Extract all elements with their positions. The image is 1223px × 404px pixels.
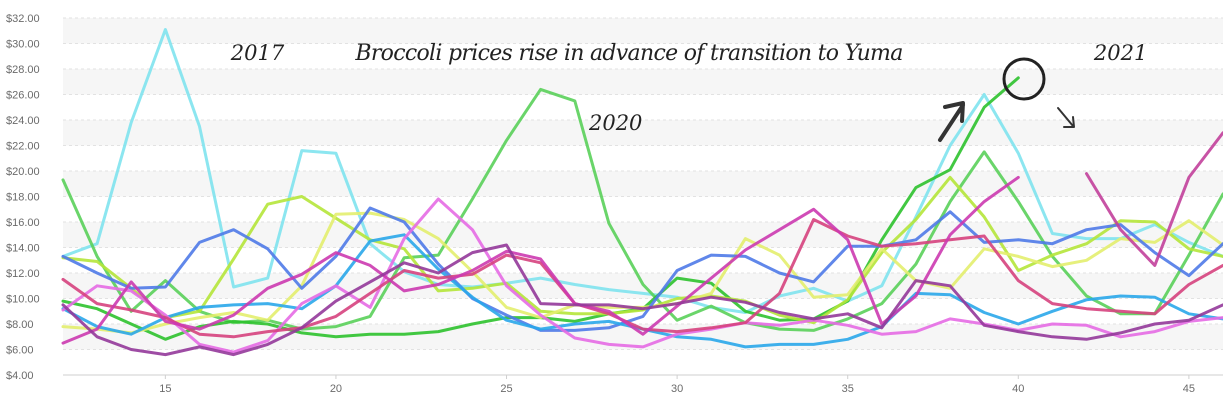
series-line-2 bbox=[61, 87, 1223, 332]
grid-bands bbox=[63, 17, 1223, 376]
y-tick-label: $8.00 bbox=[6, 319, 34, 331]
annotations: 2017 Broccoli prices rise in advance of t… bbox=[230, 41, 1148, 135]
x-tick-label: 25 bbox=[500, 383, 512, 395]
arrow-up-icon bbox=[938, 101, 965, 142]
y-tick-label: $22.00 bbox=[6, 141, 40, 153]
annotation-2: Broccoli prices rise in advance of trans… bbox=[354, 41, 903, 66]
y-tick-label: $20.00 bbox=[6, 166, 40, 178]
series-line-10 bbox=[61, 175, 1020, 345]
grid-band bbox=[63, 171, 1223, 197]
grid-band bbox=[63, 120, 1223, 146]
grid-band bbox=[63, 18, 1223, 44]
x-tick-label: 20 bbox=[330, 383, 342, 395]
y-axis: $4.00 $6.00 $8.00 $10.00 $12.00 $14.00 $16.00 $… bbox=[6, 13, 40, 382]
y-tick-label: $26.00 bbox=[6, 90, 40, 102]
series-line-1 bbox=[61, 28, 1223, 314]
y-tick-label: $16.00 bbox=[6, 217, 40, 229]
series-lines bbox=[61, 28, 1223, 357]
series-line-12 bbox=[61, 243, 1223, 357]
x-tick-label: 30 bbox=[671, 383, 683, 395]
series-line-11 bbox=[1085, 131, 1223, 267]
y-tick-label: $10.00 bbox=[6, 294, 40, 306]
annotation-4: 2021 bbox=[1093, 41, 1147, 65]
y-tick-label: $12.00 bbox=[6, 268, 40, 280]
y-tick-label: $4.00 bbox=[6, 370, 34, 382]
series-line-8 bbox=[61, 197, 1223, 354]
y-tick-label: $14.00 bbox=[6, 243, 40, 255]
y-tick-label: $30.00 bbox=[6, 39, 40, 51]
annotation-1: 2017 bbox=[230, 41, 285, 65]
series-line-6 bbox=[61, 206, 1223, 332]
arrow-down-icon bbox=[1057, 107, 1075, 128]
x-tick-label: 35 bbox=[842, 383, 854, 395]
highlight-circle bbox=[1002, 57, 1046, 101]
y-tick-label: $24.00 bbox=[6, 115, 40, 127]
y-tick-label: $18.00 bbox=[6, 192, 40, 204]
hand-drawn-marks bbox=[938, 57, 1075, 142]
grid-band bbox=[63, 69, 1223, 95]
y-tick-label: $6.00 bbox=[6, 345, 34, 357]
annotation-3: 2020 bbox=[588, 111, 642, 135]
x-tick-label: 40 bbox=[1012, 383, 1024, 395]
y-tick-label: $32.00 bbox=[6, 13, 40, 25]
x-axis: 15 20 25 30 35 40 45 bbox=[63, 374, 1223, 395]
x-tick-label: 15 bbox=[159, 383, 171, 395]
y-tick-label: $28.00 bbox=[6, 64, 40, 76]
series-line-9 bbox=[61, 218, 1223, 339]
x-tick-label: 45 bbox=[1183, 383, 1195, 395]
